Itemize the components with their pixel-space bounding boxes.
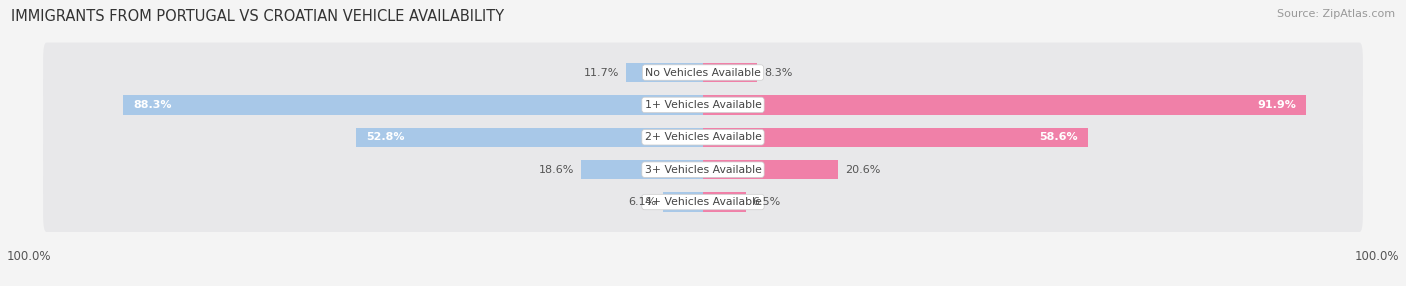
Text: 4+ Vehicles Available: 4+ Vehicles Available bbox=[644, 197, 762, 207]
Bar bbox=[626, 63, 703, 82]
Text: 58.6%: 58.6% bbox=[1039, 132, 1078, 142]
Text: IMMIGRANTS FROM PORTUGAL VS CROATIAN VEHICLE AVAILABILITY: IMMIGRANTS FROM PORTUGAL VS CROATIAN VEH… bbox=[11, 9, 505, 23]
Bar bbox=[703, 128, 1088, 147]
Text: 6.1%: 6.1% bbox=[628, 197, 657, 207]
Text: 18.6%: 18.6% bbox=[538, 165, 574, 175]
Text: Source: ZipAtlas.com: Source: ZipAtlas.com bbox=[1277, 9, 1395, 19]
FancyBboxPatch shape bbox=[44, 172, 1362, 232]
Bar bbox=[356, 128, 703, 147]
Bar bbox=[703, 160, 838, 179]
Text: No Vehicles Available: No Vehicles Available bbox=[645, 67, 761, 78]
Bar bbox=[581, 160, 703, 179]
Text: 88.3%: 88.3% bbox=[134, 100, 172, 110]
Bar bbox=[664, 192, 703, 212]
Text: 2+ Vehicles Available: 2+ Vehicles Available bbox=[644, 132, 762, 142]
Bar bbox=[703, 63, 758, 82]
Text: 6.5%: 6.5% bbox=[752, 197, 780, 207]
Text: 52.8%: 52.8% bbox=[366, 132, 405, 142]
Text: 3+ Vehicles Available: 3+ Vehicles Available bbox=[644, 165, 762, 175]
FancyBboxPatch shape bbox=[44, 140, 1362, 200]
Text: 11.7%: 11.7% bbox=[585, 67, 620, 78]
FancyBboxPatch shape bbox=[44, 107, 1362, 167]
Text: 20.6%: 20.6% bbox=[845, 165, 880, 175]
Text: 1+ Vehicles Available: 1+ Vehicles Available bbox=[644, 100, 762, 110]
Text: 91.9%: 91.9% bbox=[1258, 100, 1296, 110]
Bar bbox=[703, 192, 745, 212]
Text: 8.3%: 8.3% bbox=[763, 67, 793, 78]
Bar bbox=[703, 95, 1306, 115]
Text: 100.0%: 100.0% bbox=[7, 250, 52, 263]
FancyBboxPatch shape bbox=[44, 75, 1362, 135]
FancyBboxPatch shape bbox=[44, 43, 1362, 102]
Bar bbox=[124, 95, 703, 115]
Text: 100.0%: 100.0% bbox=[1354, 250, 1399, 263]
